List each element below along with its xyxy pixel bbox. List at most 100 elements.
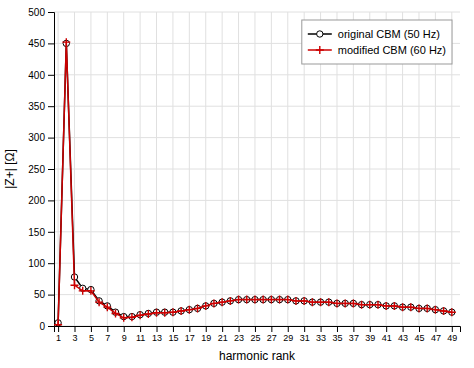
grid-line <box>271 12 272 326</box>
tick-label: 29 <box>283 333 293 343</box>
point <box>309 299 315 305</box>
point <box>367 301 373 307</box>
tick-label: 49 <box>447 333 457 343</box>
grid-line <box>54 12 460 13</box>
point <box>194 305 200 311</box>
grid-line <box>54 137 460 138</box>
tick-mark <box>321 326 322 332</box>
tick-label: 47 <box>431 333 441 343</box>
tick-label: 43 <box>398 333 408 343</box>
point <box>284 296 292 304</box>
point <box>424 305 430 311</box>
grid-line <box>58 12 59 326</box>
point <box>185 306 193 314</box>
legend-label: original CBM (50 Hz) <box>338 28 440 40</box>
tick-mark <box>107 326 108 332</box>
point <box>243 296 251 304</box>
grid-line <box>54 231 460 232</box>
grid-line <box>54 106 460 107</box>
grid-line <box>90 12 91 326</box>
tick-label: 300 <box>28 132 45 143</box>
tick-mark <box>157 326 158 332</box>
tick-label: 1 <box>56 333 61 343</box>
tick-mark <box>255 326 256 332</box>
line <box>58 43 452 322</box>
point <box>177 307 185 315</box>
point <box>202 302 210 310</box>
point <box>169 308 177 316</box>
legend-marker <box>317 31 323 37</box>
tick-label: 19 <box>201 333 211 343</box>
tick-mark <box>239 326 240 332</box>
legend-item: original CBM (50 Hz) <box>308 28 440 40</box>
tick: 37 <box>349 326 359 343</box>
tick: 13 <box>152 326 162 343</box>
grid-line <box>54 294 460 295</box>
tick: 400 <box>28 70 54 81</box>
point <box>349 299 357 307</box>
grid <box>54 12 460 326</box>
point <box>308 298 316 306</box>
tick-label: 400 <box>28 70 45 81</box>
point <box>259 296 267 304</box>
tick-mark <box>370 326 371 332</box>
chart: 1357911131517192123252729313335373941434… <box>0 0 474 368</box>
point <box>170 309 176 315</box>
tick: 11 <box>136 326 145 343</box>
tick-label: 450 <box>28 38 45 49</box>
point <box>276 296 284 304</box>
point <box>432 306 438 312</box>
tick: 300 <box>28 132 54 143</box>
tick-mark <box>48 75 54 76</box>
tick-label: 35 <box>332 333 342 343</box>
point <box>244 296 250 302</box>
tick-label: 5 <box>89 333 94 343</box>
grid-line <box>54 200 460 201</box>
point <box>267 296 275 304</box>
tick-label: 25 <box>250 333 260 343</box>
tick-label: 21 <box>218 333 228 343</box>
tick: 250 <box>28 164 54 175</box>
point <box>399 303 407 311</box>
point <box>144 310 152 318</box>
tick: 200 <box>28 195 54 206</box>
series <box>54 38 456 326</box>
tick-label: 7 <box>105 333 110 343</box>
point <box>423 304 431 312</box>
point <box>407 303 415 311</box>
legend-marker <box>316 46 324 54</box>
point <box>415 304 423 312</box>
tick: 33 <box>316 326 326 343</box>
tick: 47 <box>431 326 441 343</box>
point <box>375 301 381 307</box>
tick-label: 100 <box>28 258 45 269</box>
point <box>440 307 448 315</box>
point <box>301 298 307 304</box>
point <box>71 281 79 289</box>
legend: original CBM (50 Hz)modified CBM (60 Hz) <box>302 20 452 64</box>
point <box>350 300 356 306</box>
point <box>341 299 349 307</box>
tick-mark <box>140 326 141 332</box>
point <box>390 302 398 310</box>
point <box>416 305 422 311</box>
point <box>210 299 218 307</box>
tick-mark <box>304 326 305 332</box>
tick-mark <box>173 326 174 332</box>
tick-mark <box>386 326 387 332</box>
tick-label: 500 <box>28 7 45 18</box>
grid-line <box>107 12 108 326</box>
tick-label: 41 <box>382 333 392 343</box>
tick-label: 15 <box>168 333 178 343</box>
tick: 0 <box>39 321 54 332</box>
tick-mark <box>419 326 420 332</box>
point <box>112 309 120 317</box>
tick: 100 <box>28 258 54 269</box>
tick: 1 <box>56 326 61 343</box>
point <box>292 297 300 305</box>
point <box>153 309 161 317</box>
tick-label: 3 <box>72 333 77 343</box>
point <box>136 311 144 319</box>
point <box>382 302 390 310</box>
tick-label: 31 <box>300 333 310 343</box>
